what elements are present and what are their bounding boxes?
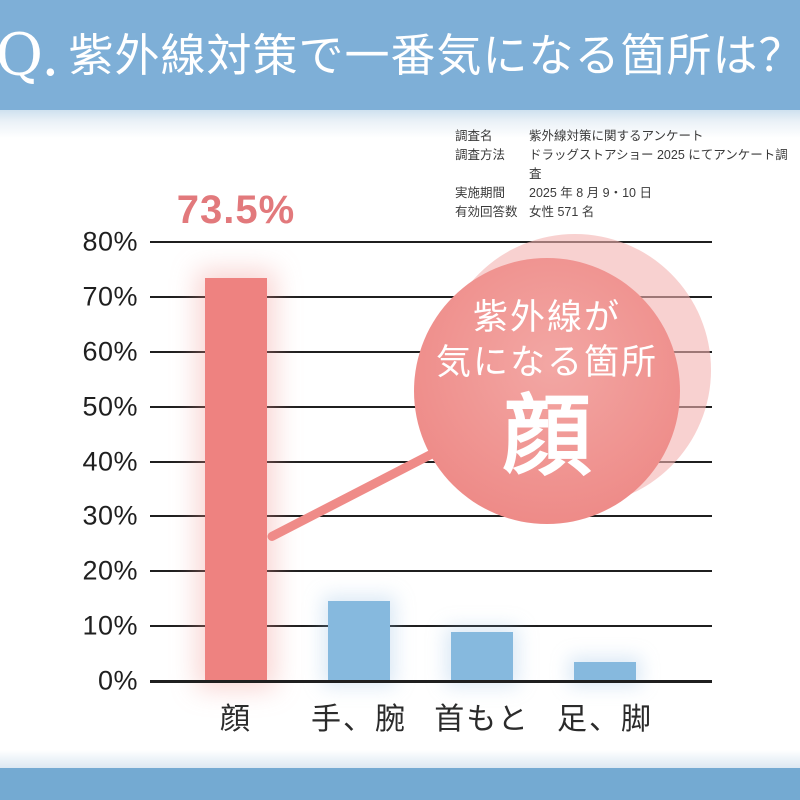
survey-row-value: 2025 年 8 月 9・10 日 (529, 186, 652, 200)
question-title: 紫外線対策で一番気になる箇所は？ (68, 29, 800, 82)
y-axis-tick-label: 60% (82, 336, 138, 367)
gridline (150, 295, 712, 298)
bar-手、腕 (328, 601, 390, 681)
highlight-value-label: 73.5% (176, 188, 296, 232)
x-axis-category-label: 顔 (220, 703, 252, 736)
footer-band (0, 768, 800, 800)
survey-info: 調査名 紫外線対策に関するアンケート調査方法 ドラッグストアショー 2025 にてア… (455, 127, 790, 222)
gridline (150, 570, 712, 573)
survey-row-value: 女性 571 名 (529, 205, 595, 219)
survey-row-label: 調査名 (455, 129, 493, 143)
bar-足、脚 (574, 661, 636, 681)
callout-connector-line (265, 441, 451, 543)
gridline (150, 625, 712, 628)
header-banner: Q. 紫外線対策で一番気になる箇所は？ (0, 0, 800, 110)
x-axis-category-label: 首もと (434, 703, 530, 736)
gridline (150, 460, 712, 463)
y-axis-tick-label: 80% (82, 226, 138, 257)
gridline (150, 515, 712, 518)
y-axis-tick-label: 0% (97, 665, 138, 696)
y-axis-tick-label: 40% (82, 446, 138, 476)
survey-row-label: 実施期間 (455, 186, 506, 200)
y-axis-tick-label: 10% (82, 610, 138, 641)
callout-text-line2: 気になる箇所 (435, 342, 658, 382)
footer-gradient (0, 750, 800, 768)
survey-row: 調査名 紫外線対策に関するアンケート (455, 127, 790, 146)
y-axis-tick-label: 20% (82, 555, 138, 586)
survey-row-label: 有効回答数 (455, 205, 518, 219)
survey-row: 実施期間 2025 年 8 月 9・10 日 (455, 184, 790, 203)
callout-big-answer: 顔 (502, 387, 591, 487)
survey-row: 有効回答数 女性 571 名 (455, 203, 790, 222)
x-axis-category-label: 手、腕 (311, 703, 407, 736)
survey-row: 調査方法 ドラッグストアショー 2025 にてアンケート調査 (455, 146, 790, 184)
y-axis-tick-label: 50% (82, 391, 138, 422)
gridline (150, 241, 712, 243)
bar-首もと (451, 631, 513, 681)
y-axis-tick-label: 70% (82, 281, 138, 312)
page-title: Q. 紫外線対策で一番気になる箇所は？ (0, 26, 800, 84)
survey-row-value: ドラッグストアショー 2025 にてアンケート調査 (529, 148, 788, 181)
survey-row-value: 紫外線対策に関するアンケート (529, 129, 704, 143)
x-axis-line (150, 680, 712, 683)
question-prefix: Q. (0, 21, 61, 89)
y-axis-tick-label: 30% (82, 500, 138, 531)
survey-row-label: 調査方法 (455, 148, 506, 162)
callout-text-line1: 紫外線が (472, 297, 621, 337)
header-gradient (0, 110, 800, 138)
bar-顔 (205, 277, 267, 681)
callout-circle: 紫外線が 気になる箇所 顔 (414, 258, 680, 524)
x-axis-category-label: 足、脚 (557, 703, 653, 736)
